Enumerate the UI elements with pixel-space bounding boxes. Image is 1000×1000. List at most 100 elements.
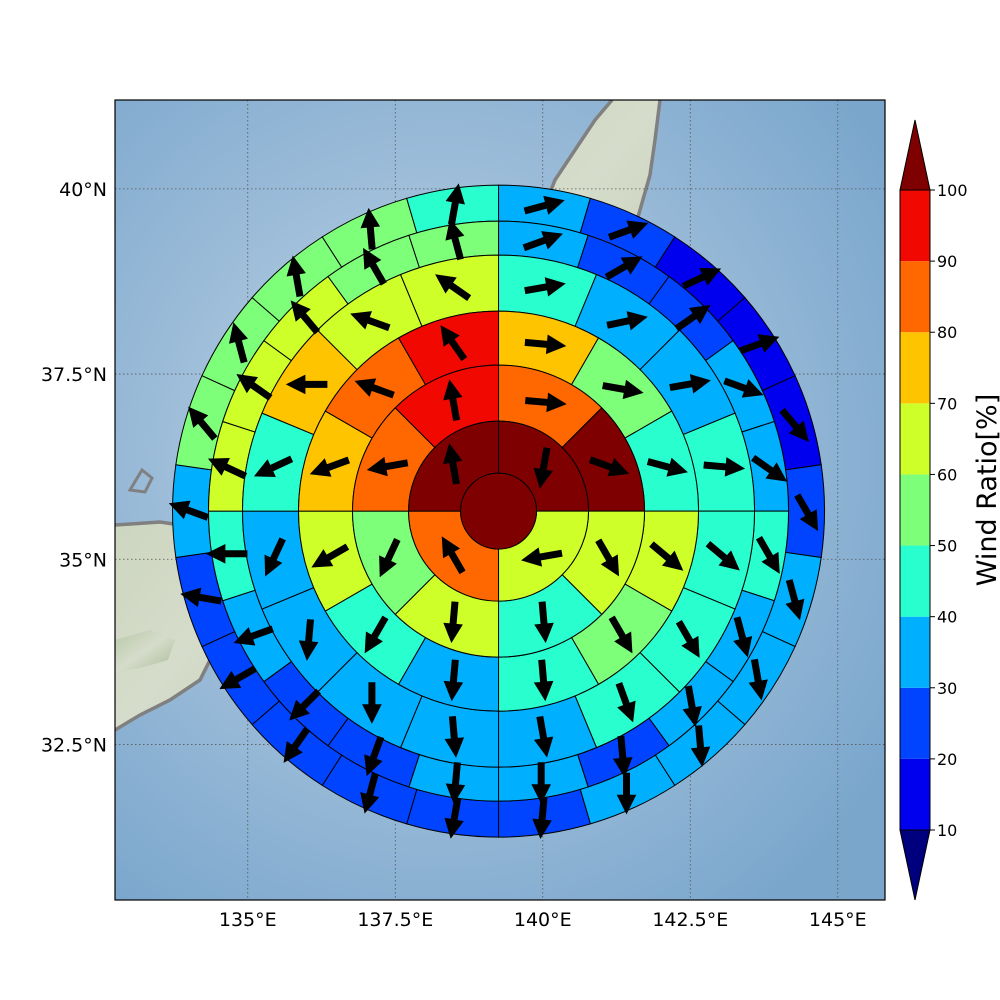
colorbar-label: Wind Ratio[%] — [972, 394, 1000, 586]
wind-arrow — [168, 500, 210, 521]
wind-arrow — [523, 195, 565, 215]
colorbar-segment — [900, 474, 930, 546]
wind-arrow — [608, 615, 633, 654]
colorbar-segment — [900, 616, 930, 688]
colorbar-tick-label: 80 — [937, 323, 957, 342]
wind-arrow — [285, 374, 328, 395]
colorbar-segment — [900, 332, 930, 404]
colorbar-segment — [900, 190, 930, 262]
wind-arrow — [604, 256, 643, 281]
colorbar-extend-max — [899, 119, 931, 191]
lon-tick-label: 140°E — [514, 909, 572, 931]
wind-arrow — [379, 538, 401, 578]
wind-arrow — [354, 378, 395, 399]
wind-arrow — [444, 797, 464, 839]
wind-arrow — [613, 735, 633, 778]
colorbar-tick-label: 10 — [937, 821, 957, 840]
wind-arrow — [188, 406, 218, 441]
wind-arrow — [616, 772, 637, 815]
colorbar-segment — [900, 403, 930, 475]
colorbar-segment — [900, 687, 930, 759]
wind-arrow — [522, 231, 563, 252]
wind-arrow — [794, 493, 819, 532]
wind-arrow — [289, 688, 322, 721]
wind-arrow — [755, 536, 780, 574]
wind-arrow — [233, 625, 274, 646]
wind-arrow — [521, 547, 563, 567]
wind-arrow — [311, 543, 350, 568]
wind-arrow — [360, 207, 381, 250]
wind-arrow — [531, 762, 552, 804]
longitude-tick-labels: 135°E 137.5°E 140°E 142.5°E 145°E — [219, 909, 867, 931]
lat-tick-label: 32.5°N — [41, 734, 107, 756]
colorbar-segment — [900, 758, 930, 830]
wind-arrow — [524, 334, 567, 355]
wind-arrow — [646, 457, 688, 477]
wind-arrow — [366, 456, 409, 477]
colorbar-tick-label: 50 — [937, 537, 957, 556]
wind-arrow — [443, 443, 463, 485]
wind-arrow — [748, 658, 768, 701]
wind-arrow — [236, 373, 273, 401]
wind-arrow — [435, 274, 472, 301]
wind-arrow — [290, 300, 321, 335]
wind-arrow — [785, 579, 805, 621]
colorbar: 10 20 30 40 50 60 70 80 90 100 — [899, 119, 968, 901]
colorbar-extend-min — [899, 829, 931, 901]
wind-arrow — [533, 447, 553, 489]
lon-tick-label: 142.5°E — [652, 909, 728, 931]
wind-arrow — [207, 458, 248, 480]
wind-arrow — [205, 543, 248, 564]
wind-arrow — [229, 322, 248, 364]
wind-arrow — [739, 334, 780, 355]
wind-arrow — [440, 325, 468, 362]
wind-arrow — [524, 392, 567, 413]
wind-arrow — [649, 541, 684, 571]
wind-arrow — [703, 457, 746, 477]
wind-arrow — [615, 682, 636, 723]
wind-arrow — [690, 725, 711, 767]
wind-arrow — [253, 455, 294, 477]
wind-ratio-sectors — [172, 184, 825, 838]
wind-arrow — [443, 379, 463, 421]
lat-tick-label: 35°N — [59, 549, 107, 571]
colorbar-tick-label: 40 — [937, 608, 957, 627]
wind-arrow — [682, 685, 702, 727]
wind-arrow — [533, 659, 554, 702]
map-frame — [114, 99, 886, 901]
colorbar-tick-label: 90 — [937, 252, 957, 271]
wind-arrow — [443, 659, 464, 702]
colorbar-tick-label: 100 — [937, 181, 968, 200]
wind-arrow — [350, 311, 391, 332]
wind-arrow — [733, 616, 753, 658]
wind-arrow — [675, 620, 700, 658]
wind-arrow — [309, 456, 350, 477]
wind-arrow — [602, 379, 644, 400]
lat-tick-label: 37.5°N — [41, 364, 107, 386]
wind-arrow — [533, 715, 554, 758]
wind-arrow — [606, 311, 648, 331]
wind-arrow — [674, 304, 711, 332]
wind-arrow — [669, 374, 711, 394]
wind-arrow — [364, 735, 385, 777]
wind-arrow — [219, 665, 258, 690]
wind-arrow — [286, 255, 306, 298]
wind-arrow — [180, 587, 222, 607]
colorbar-tick-label: 70 — [937, 394, 957, 413]
colorbar-frame — [899, 189, 931, 831]
wind-arrow — [595, 538, 620, 577]
wind-arrow — [588, 456, 630, 477]
wind-arrow — [534, 601, 554, 644]
latitude-tick-labels: 32.5°N 35°N 37.5°N 40°N — [41, 179, 107, 757]
lat-tick-label: 40°N — [59, 179, 107, 201]
map-area — [115, 100, 885, 900]
wind-arrow — [441, 536, 466, 575]
wind-arrow — [705, 541, 740, 571]
wind-arrow — [532, 797, 552, 840]
wind-arrow — [264, 537, 286, 577]
wind-arrow — [298, 619, 319, 661]
lon-tick-label: 145°E — [809, 909, 867, 931]
wind-arrow — [723, 377, 764, 398]
wind-arrow — [445, 762, 466, 804]
